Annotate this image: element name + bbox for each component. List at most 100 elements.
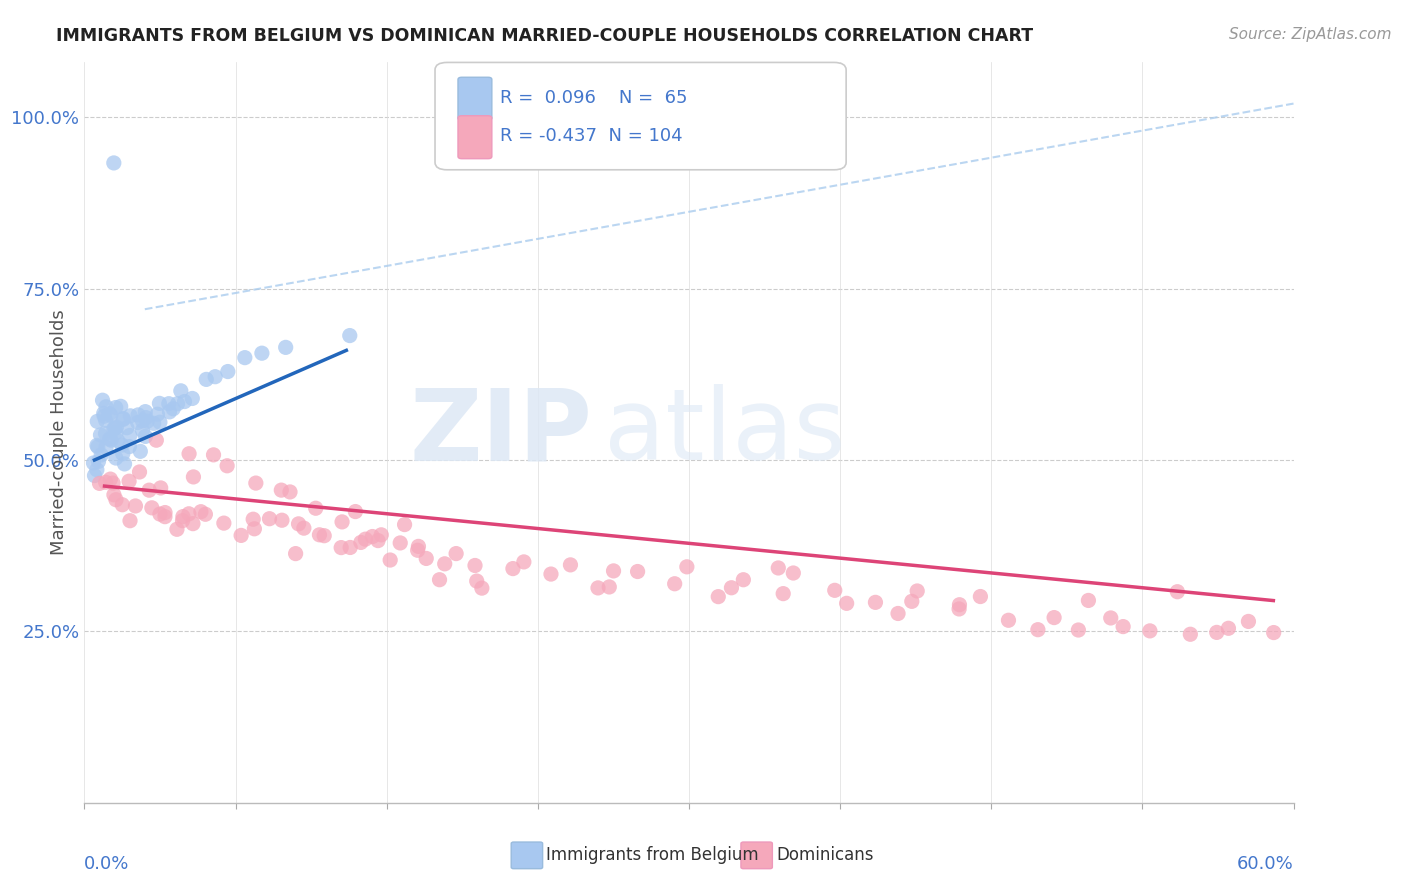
Point <box>86 463 108 477</box>
Point <box>344 505 367 519</box>
Point <box>100 409 122 423</box>
FancyBboxPatch shape <box>434 62 846 169</box>
Point <box>127 416 149 430</box>
Point <box>444 547 467 561</box>
Point <box>94 413 117 427</box>
FancyBboxPatch shape <box>458 116 492 159</box>
Point <box>89 428 111 442</box>
Point <box>94 440 117 454</box>
Point <box>134 404 156 418</box>
Point <box>768 561 790 575</box>
Point <box>100 434 122 448</box>
Point <box>118 474 141 488</box>
Point <box>664 576 686 591</box>
Point <box>513 555 536 569</box>
Point <box>153 506 176 520</box>
Point <box>772 587 794 601</box>
Point <box>408 540 430 554</box>
Text: R =  0.096    N =  65: R = 0.096 N = 65 <box>501 89 688 107</box>
Point <box>86 414 108 428</box>
Point <box>190 505 212 519</box>
Point <box>1043 610 1066 624</box>
Point <box>118 514 141 528</box>
Point <box>598 580 620 594</box>
Point <box>194 508 217 522</box>
Point <box>105 425 128 440</box>
Point <box>111 438 134 452</box>
Point <box>172 509 194 524</box>
Point <box>969 590 991 604</box>
Text: Source: ZipAtlas.com: Source: ZipAtlas.com <box>1229 27 1392 42</box>
Point <box>1205 625 1227 640</box>
Point <box>464 558 486 573</box>
Point <box>354 532 377 546</box>
Point <box>104 401 127 415</box>
Point <box>707 590 730 604</box>
Point <box>242 512 264 526</box>
Point <box>865 595 887 609</box>
Point <box>586 581 609 595</box>
Point <box>115 421 138 435</box>
Point <box>181 392 204 406</box>
Point <box>104 421 127 435</box>
Point <box>1218 621 1240 635</box>
Point <box>540 567 562 582</box>
Point <box>89 476 111 491</box>
Point <box>274 340 297 354</box>
Point <box>87 454 110 468</box>
Point <box>195 372 218 386</box>
Point <box>93 409 115 424</box>
Point <box>948 598 970 612</box>
Point <box>157 397 180 411</box>
FancyBboxPatch shape <box>458 78 492 120</box>
Point <box>146 407 169 421</box>
Point <box>159 405 181 419</box>
Point <box>212 516 235 530</box>
Point <box>129 444 152 458</box>
Point <box>1263 625 1285 640</box>
Text: 60.0%: 60.0% <box>1237 855 1294 872</box>
Point <box>406 543 429 558</box>
Point <box>287 516 309 531</box>
Point <box>83 468 105 483</box>
Point <box>217 365 239 379</box>
Point <box>82 456 104 470</box>
Point <box>103 422 125 436</box>
Point <box>149 415 172 429</box>
Point <box>370 528 392 542</box>
Point <box>626 565 648 579</box>
Y-axis label: Married-couple Households: Married-couple Households <box>49 310 67 556</box>
Point <box>170 384 193 398</box>
Point <box>114 457 136 471</box>
Point <box>93 406 115 420</box>
Point <box>997 613 1019 627</box>
Point <box>105 420 128 434</box>
Text: atlas: atlas <box>605 384 846 481</box>
Point <box>202 448 225 462</box>
Point <box>136 414 159 428</box>
Point <box>233 351 256 365</box>
Point <box>350 535 373 549</box>
Point <box>1112 619 1135 633</box>
Point <box>127 408 149 422</box>
Point <box>394 517 416 532</box>
Point <box>107 434 129 448</box>
Point <box>111 498 134 512</box>
Point <box>94 400 117 414</box>
Point <box>103 156 125 170</box>
FancyBboxPatch shape <box>741 842 772 869</box>
Point <box>250 346 273 360</box>
Point <box>124 499 146 513</box>
Point <box>131 424 153 438</box>
Point <box>110 400 132 414</box>
Point <box>292 521 315 535</box>
Point <box>245 476 267 491</box>
Point <box>733 573 755 587</box>
Point <box>380 553 402 567</box>
Point <box>118 428 141 442</box>
Point <box>465 574 488 588</box>
Point <box>270 483 292 497</box>
Point <box>720 581 742 595</box>
Point <box>676 559 699 574</box>
Point <box>166 397 188 411</box>
